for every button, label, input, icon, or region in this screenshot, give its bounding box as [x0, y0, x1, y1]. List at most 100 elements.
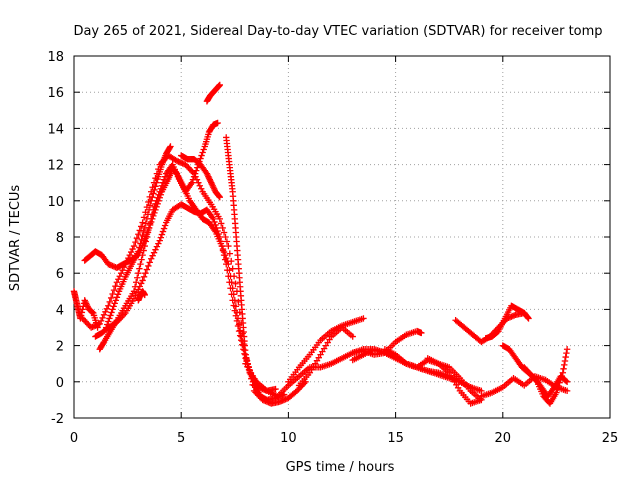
- data-point: [238, 336, 245, 344]
- data-point: [191, 170, 199, 177]
- data-point: [135, 231, 142, 238]
- data-point: [131, 283, 139, 290]
- data-point: [212, 221, 219, 229]
- data-point: [129, 245, 136, 253]
- data-point: [218, 220, 225, 227]
- data-point: [138, 236, 145, 243]
- data-point: [142, 238, 150, 245]
- data-point: [106, 315, 113, 322]
- data-point: [236, 332, 244, 339]
- data-point: [167, 143, 174, 150]
- data-point: [557, 376, 564, 383]
- data-point: [105, 302, 112, 309]
- data-point: [138, 256, 145, 263]
- data-point: [145, 206, 153, 214]
- series-arc2: [81, 165, 288, 404]
- data-point: [195, 179, 202, 186]
- data-point: [561, 357, 569, 365]
- data-point: [157, 185, 165, 192]
- data-point: [126, 251, 133, 259]
- data-point: [139, 219, 146, 226]
- data-point: [109, 290, 116, 298]
- series-arc18: [482, 302, 532, 342]
- data-point: [232, 280, 239, 287]
- grid: [74, 56, 610, 418]
- data-point: [563, 346, 571, 353]
- data-point: [159, 179, 167, 186]
- data-point: [215, 230, 222, 238]
- data-point: [115, 276, 122, 283]
- data-point: [190, 173, 198, 180]
- data-point: [193, 167, 200, 174]
- data-point: [135, 286, 142, 293]
- series-arc22: [424, 355, 485, 404]
- data-point: [221, 256, 229, 263]
- data-point: [143, 233, 151, 241]
- data-point: [133, 235, 141, 242]
- data-point: [563, 378, 571, 385]
- data-point: [166, 144, 173, 151]
- data-point: [136, 265, 143, 272]
- data-point: [233, 317, 241, 325]
- x-tick-label: 0: [70, 431, 78, 446]
- data-point: [525, 315, 532, 322]
- data-point: [562, 353, 569, 361]
- data-point: [142, 270, 149, 277]
- data-point: [243, 357, 251, 364]
- data-point: [224, 266, 231, 274]
- y-axis-label: SDTVAR / TECUs: [8, 185, 23, 292]
- data-point: [161, 222, 169, 229]
- series-arc5: [102, 143, 174, 331]
- data-point: [151, 203, 158, 211]
- data-point: [216, 215, 223, 223]
- series-arc21: [478, 373, 571, 400]
- data-point: [157, 234, 165, 241]
- y-tick-label: 18: [47, 50, 64, 65]
- data-point: [559, 369, 567, 376]
- data-point: [137, 280, 145, 287]
- data-point: [215, 193, 223, 200]
- data-point: [214, 119, 221, 127]
- data-point: [99, 314, 106, 322]
- data-point: [132, 279, 140, 286]
- data-point: [216, 193, 223, 201]
- data-point: [100, 311, 108, 319]
- data-point: [141, 291, 148, 299]
- data-point: [130, 242, 138, 250]
- data-point: [272, 385, 279, 393]
- y-tick-label: 6: [56, 267, 64, 282]
- data-point: [161, 173, 169, 180]
- data-point: [151, 186, 158, 194]
- data-point: [349, 333, 356, 340]
- data-point: [561, 361, 568, 369]
- x-tick-label: 10: [280, 431, 297, 446]
- data-point: [152, 200, 159, 208]
- data-point: [524, 314, 532, 321]
- data-point: [142, 220, 150, 227]
- series-arc15: [349, 327, 425, 358]
- data-point: [111, 300, 118, 307]
- data-point: [478, 396, 485, 404]
- data-point: [136, 244, 143, 251]
- data-point: [103, 305, 111, 312]
- x-tick-label: 25: [602, 431, 619, 446]
- data-point: [211, 218, 218, 226]
- series-arc4: [96, 119, 221, 353]
- x-tick-label: 20: [495, 431, 512, 446]
- data-point: [130, 288, 138, 295]
- data-point: [109, 306, 116, 313]
- data-point: [223, 260, 230, 268]
- series-arc16: [381, 346, 485, 407]
- data-point: [241, 350, 248, 357]
- data-point: [232, 312, 240, 319]
- data-point: [231, 307, 238, 314]
- data-point: [229, 265, 236, 272]
- data-point: [235, 327, 243, 335]
- data-point: [150, 249, 158, 256]
- data-point: [107, 312, 114, 319]
- data-point: [117, 270, 125, 277]
- data-point: [119, 266, 126, 274]
- data-point: [141, 224, 148, 232]
- series-arc13: [295, 324, 356, 389]
- series-arc10: [135, 288, 148, 304]
